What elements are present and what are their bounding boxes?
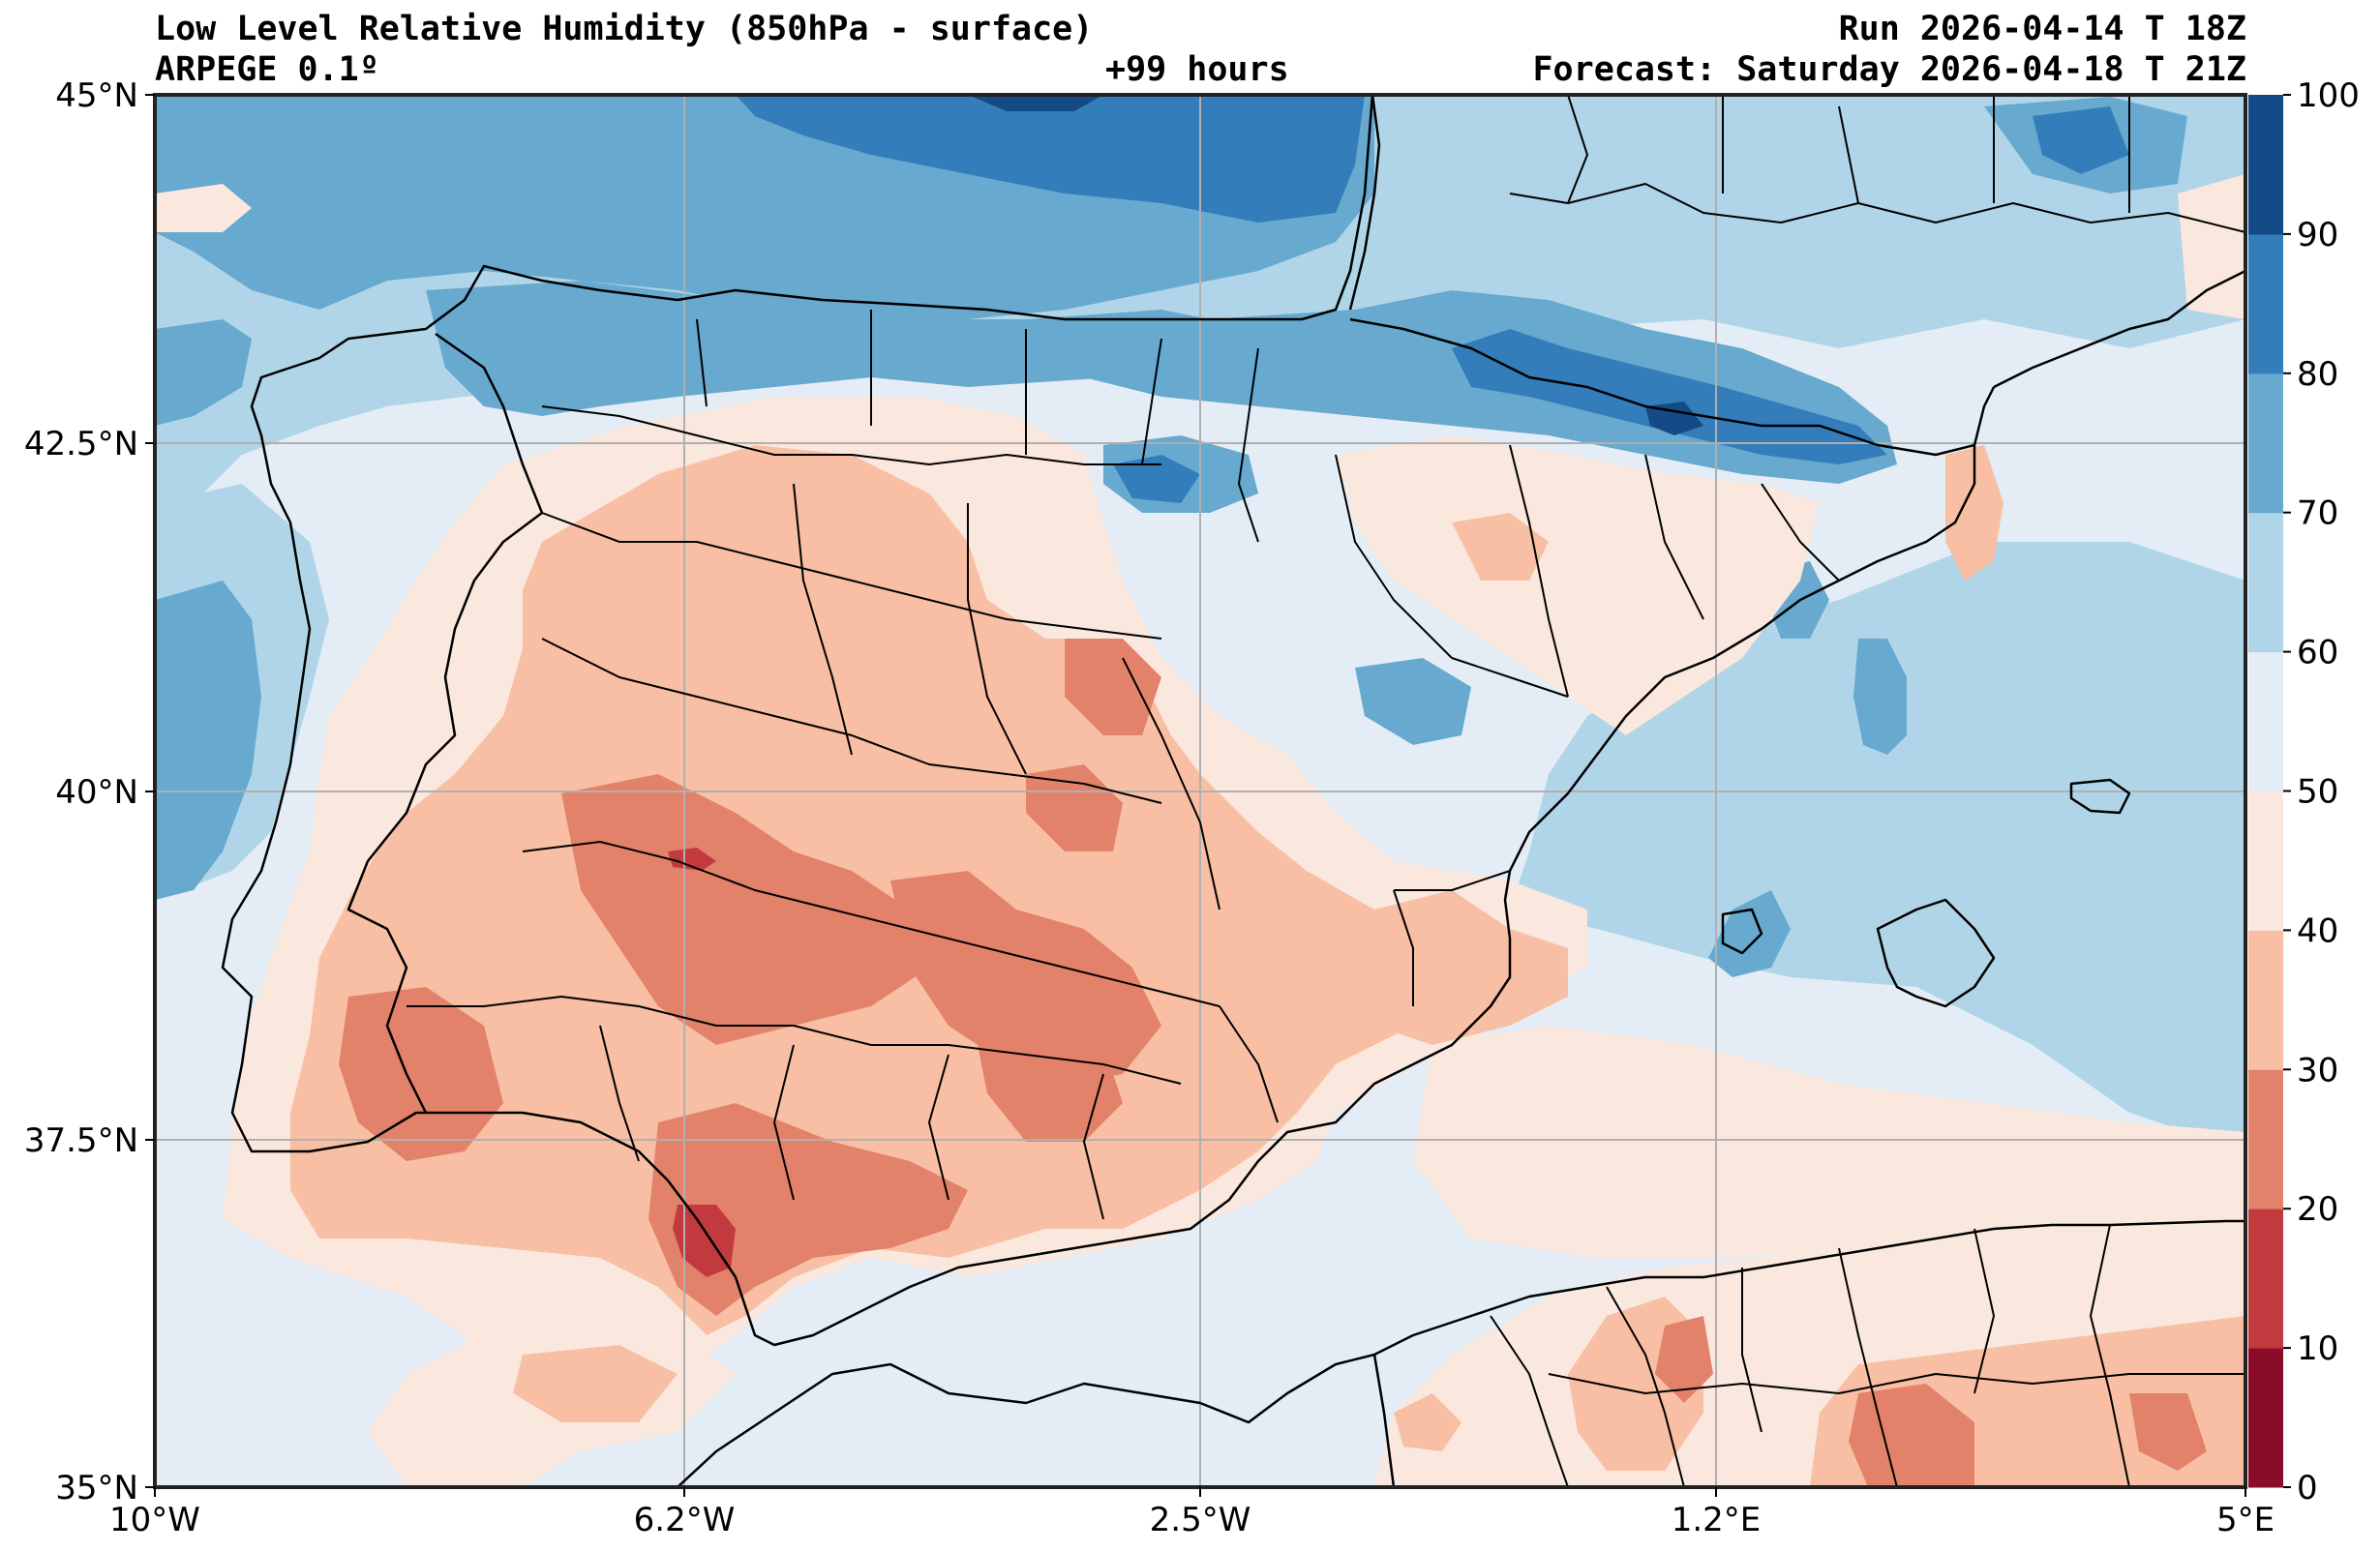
colorbar-segment-90-100: [2248, 95, 2283, 235]
model-label: ARPEGE 0.1º: [155, 50, 379, 89]
field-40-50-nw-atlantic: [155, 184, 252, 232]
colorbar-segment-50-60: [2248, 651, 2283, 791]
region-borders-north: [541, 310, 1453, 659]
colorbar-tick-label: 60: [2297, 634, 2338, 672]
colorbar-segment-40-50: [2248, 791, 2283, 931]
colorbar-segment-60-70: [2248, 512, 2283, 653]
pyrenees-border: [1349, 317, 1975, 457]
field-80-90-navarra: [1113, 455, 1200, 503]
lead-time-label: +99 hours: [1105, 50, 1289, 89]
field-20-30-extremadura: [561, 774, 929, 1045]
field-30-40-ebro: [1452, 513, 1549, 581]
france-med-coast: [1993, 269, 2245, 389]
field-20-30-toledo: [890, 871, 1161, 1084]
x-tick-label-2.5w: 2.5°W: [1150, 1501, 1251, 1539]
coastlines-borders: [221, 95, 2245, 1487]
france-atlantic-coast: [1348, 95, 1381, 311]
field-40-50-ebro: [1336, 435, 1820, 735]
colorbar-tick-label: 100: [2297, 76, 2360, 115]
north-africa-coast: [677, 1219, 2245, 1487]
field-20-30-cuenca: [1065, 639, 1161, 735]
field-30-40-oran: [1394, 1393, 1461, 1451]
colorbar-tick-label: 30: [2297, 1051, 2338, 1089]
colorbar-tick-label: 20: [2297, 1190, 2338, 1229]
colorbar-segment-70-80: [2248, 373, 2283, 514]
field-20-30-jaen: [968, 997, 1123, 1142]
spain-portugal-border: [346, 332, 544, 1114]
field-70-80-balearic-2: [1853, 639, 1907, 755]
colorbar-tick-label: 90: [2297, 216, 2338, 254]
field-70-80-teruel: [1355, 658, 1471, 745]
field-20-30-algeria-3: [2129, 1393, 2207, 1471]
field-80-90-biscay: [736, 95, 1365, 223]
y-tick-label-42.5n: 42.5°N: [24, 425, 138, 463]
colorbar-tick-label: 10: [2297, 1329, 2338, 1368]
field-20-30-algeria-1: [1655, 1316, 1713, 1403]
field-10-20-toledo: [668, 848, 716, 871]
field-70-80-cantabrian: [426, 281, 1297, 416]
field-80-90-pyrenees: [1452, 329, 1887, 464]
colorbar-tick-label: 70: [2297, 494, 2338, 533]
iberia-coastline: [221, 95, 1996, 1347]
y-tick-label-45n: 45°N: [55, 76, 138, 115]
field-60-70-balearic: [1510, 542, 2245, 1151]
colorbar-tick-label: 0: [2297, 1469, 2318, 1507]
y-tick-label-35n: 35°N: [55, 1469, 138, 1507]
region-borders-france: [1509, 95, 2245, 233]
field-10-20-sevilla: [673, 1205, 736, 1277]
x-tick-label-1.2e: 1.2°E: [1672, 1501, 1762, 1539]
run-label: Run 2026-04-14 T 18Z: [1838, 10, 2246, 48]
y-tick-label-40n: 40°N: [55, 773, 138, 812]
x-tick-label-10w: 10°W: [109, 1501, 200, 1539]
ibiza: [1721, 908, 1763, 955]
axis-ticks: [145, 94, 2246, 1497]
field-30-40-catalonia: [1945, 445, 2003, 581]
region-borders-algeria: [1490, 1224, 2245, 1487]
field-70-80-galicia-offshore: [155, 319, 252, 426]
field-20-30-alentejo: [339, 987, 503, 1161]
field-20-30-algeria-2: [1849, 1384, 1974, 1487]
colorbar-segment-10-20: [2248, 1209, 2283, 1349]
region-borders-ne: [1451, 444, 1840, 698]
field-20-30-albacete: [1026, 764, 1123, 851]
colorbar-segment-80-90: [2248, 233, 2283, 374]
field-40-50-fr-east: [2178, 174, 2245, 319]
x-tick-label-5e: 5°E: [2216, 1501, 2275, 1539]
colorbar-tick-label: 50: [2297, 773, 2338, 812]
colorbar-tick-label: 40: [2297, 911, 2338, 950]
region-borders-south: [407, 870, 1511, 1220]
region-borders-central: [522, 483, 1220, 1007]
field-80-90-france-ne: [2033, 106, 2129, 174]
colorbar-segment-30-40: [2248, 930, 2283, 1070]
chart-title: Low Level Relative Humidity (850hPa - su…: [155, 10, 1094, 48]
field-70-80-portugal-offshore: [155, 581, 261, 900]
gridlines: [155, 95, 2245, 1487]
y-tick-label-37.5n: 37.5°N: [24, 1121, 138, 1160]
colorbar-segment-0-10: [2248, 1348, 2283, 1488]
field-30-40-murcia: [1374, 890, 1568, 1045]
mallorca: [1876, 898, 1996, 1008]
morocco-algeria-border: [1372, 1354, 1396, 1487]
field-30-40-sea-south: [513, 1345, 678, 1422]
forecast-valid-label: Forecast: Saturday 2026-04-18 T 21Z: [1532, 50, 2246, 89]
x-tick-label-6.2w: 6.2°W: [634, 1501, 736, 1539]
colorbar-segment-20-30: [2248, 1069, 2283, 1209]
field-40-50-alboran-east: [1413, 1026, 2245, 1258]
colorbar-tick-label: 80: [2297, 355, 2338, 394]
menorca: [2069, 778, 2131, 815]
field-70-80-ibiza: [1708, 890, 1791, 977]
field-90-100-biscay: [968, 95, 1103, 111]
